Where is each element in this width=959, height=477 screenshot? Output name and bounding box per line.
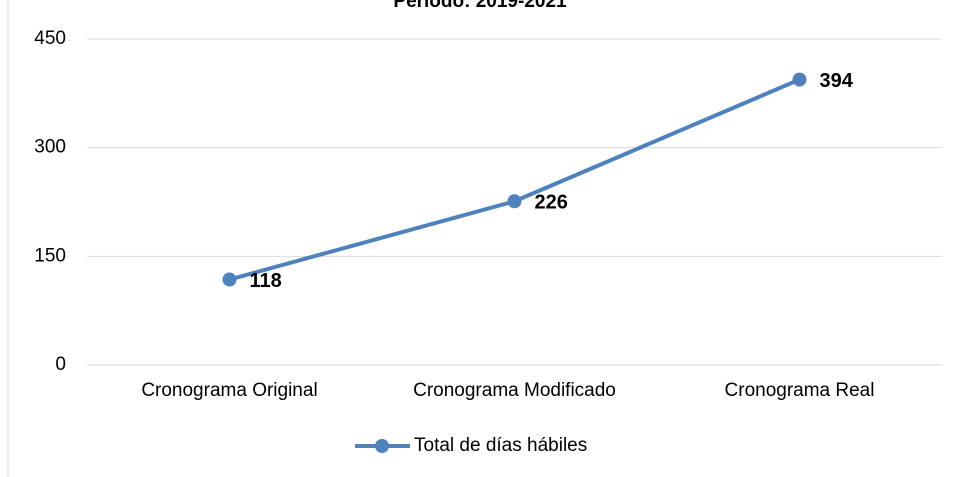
legend-label: Total de días hábiles: [414, 435, 587, 456]
y-tick-label: 300: [34, 137, 66, 158]
x-tick-label: Cronograma Real: [725, 380, 875, 401]
data-label: 226: [535, 192, 568, 214]
legend-marker: [375, 439, 389, 453]
marker: [507, 194, 522, 209]
x-tick-label: Cronograma Modificado: [413, 380, 616, 401]
data-label: 118: [250, 270, 282, 292]
marker: [792, 72, 807, 87]
y-tick-label: 150: [34, 245, 66, 266]
x-tick-label: Cronograma Original: [141, 380, 317, 401]
data-label: 394: [820, 70, 854, 92]
y-tick-label: 0: [55, 354, 66, 375]
marker: [222, 272, 237, 287]
y-tick-label: 450: [34, 28, 66, 49]
chart-title: Periodo: 2019-2021: [393, 0, 567, 12]
line: [228, 77, 801, 282]
